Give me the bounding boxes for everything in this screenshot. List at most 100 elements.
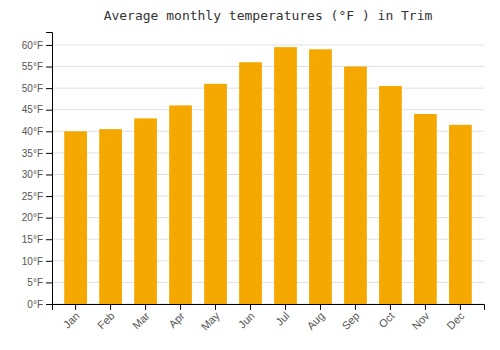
x-tick-label: May — [199, 309, 223, 333]
plot: Jan Feb Mar Apr May Jun Jul Aug Sep Oct Nov Dec 0°F 5… — [22, 33, 485, 333]
y-tick: 0°F — [27, 299, 52, 310]
y-tick-label: 5°F — [27, 277, 43, 288]
x-tick: Sep — [339, 304, 361, 332]
tick-mark — [250, 304, 251, 310]
tick-mark — [215, 304, 216, 310]
grid-line — [52, 88, 484, 89]
y-tick-label: 30°F — [22, 169, 43, 180]
x-tick-label: Jun — [236, 310, 257, 331]
tick-mark — [145, 304, 146, 310]
y-tick: 50°F — [22, 83, 52, 94]
tick-mark — [425, 304, 426, 310]
y-tick: 15°F — [22, 234, 52, 245]
bar — [449, 125, 472, 304]
x-tick: Feb — [95, 304, 117, 331]
y-tick: 30°F — [22, 169, 52, 180]
x-tick: Nov — [409, 304, 432, 332]
tick-mark — [46, 196, 52, 197]
axis-line — [46, 33, 53, 305]
tick-mark — [46, 261, 52, 262]
y-tick-label: 55°F — [22, 61, 43, 72]
y-tick: 5°F — [27, 277, 52, 288]
x-tick-label: Oct — [376, 310, 397, 331]
x-tick: Jun — [236, 304, 257, 331]
y-tick-label: 15°F — [22, 234, 43, 245]
y-tick-label: 60°F — [22, 40, 43, 51]
bar — [204, 84, 227, 304]
x-tick: Mar — [130, 304, 152, 331]
tick-mark — [46, 174, 52, 175]
y-tick: 60°F — [22, 40, 52, 51]
y-tick-label: 10°F — [22, 256, 43, 267]
y-tick: 55°F — [22, 61, 52, 72]
y-tick: 35°F — [22, 148, 52, 159]
y-tick-label: 35°F — [22, 148, 43, 159]
bar — [134, 118, 157, 304]
tick-mark — [46, 131, 52, 132]
bar — [309, 49, 332, 304]
bar — [274, 47, 297, 304]
tick-mark — [320, 304, 321, 310]
y-tick: 20°F — [22, 212, 52, 223]
x-axis: Jan Feb Mar Apr May Jun Jul Aug Sep Oct Nov Dec — [53, 304, 485, 333]
y-axis: 0°F 5°F 10°F 15°F 20°F 25°F 30°F 35°F 40°F 45°F 50… — [22, 33, 53, 310]
x-tick: Jan — [61, 304, 82, 331]
tick-mark — [75, 304, 76, 310]
tick-mark — [46, 239, 52, 240]
x-tick: May — [199, 304, 223, 333]
x-tick-label: Mar — [130, 309, 152, 331]
title: Average monthly temperatures (°F ) in Tr… — [104, 8, 433, 23]
tick-mark — [46, 218, 52, 219]
tick-mark — [390, 304, 391, 310]
x-tick-label: Apr — [166, 309, 187, 330]
x-tick-label: Jan — [61, 310, 82, 331]
x-tick-label: Aug — [304, 310, 326, 332]
bar — [64, 131, 87, 304]
tick-mark — [46, 304, 52, 305]
tick-mark — [46, 110, 52, 111]
y-tick: 45°F — [22, 104, 52, 115]
y-tick-label: 40°F — [22, 126, 43, 137]
x-tick: Oct — [376, 304, 397, 330]
tick-mark — [46, 282, 52, 283]
x-tick-label: Sep — [339, 310, 361, 332]
grid-line — [52, 66, 484, 67]
bar — [379, 86, 402, 304]
y-tick: 10°F — [22, 256, 52, 267]
bars — [64, 47, 472, 304]
bar — [169, 105, 192, 304]
y-tick: 40°F — [22, 126, 52, 137]
bar — [99, 129, 122, 304]
y-tick-label: 50°F — [22, 83, 43, 94]
grid-line — [52, 44, 484, 45]
tick-mark — [46, 153, 52, 154]
x-tick-label: Nov — [409, 309, 432, 332]
tick-mark — [355, 304, 356, 310]
tick-mark — [460, 304, 461, 310]
grid-line — [52, 109, 484, 110]
x-tick-label: Jul — [273, 310, 291, 328]
bar — [344, 67, 367, 304]
tick-mark — [46, 88, 52, 89]
x-tick: Apr — [166, 304, 187, 330]
tick-mark — [46, 45, 52, 46]
chart: Jan Feb Mar Apr May Jun Jul Aug Sep Oct Nov Dec 0°F 5… — [0, 0, 500, 350]
bar — [414, 114, 437, 304]
axis-line — [53, 305, 485, 311]
grid — [52, 45, 484, 304]
y-tick: 25°F — [22, 191, 52, 202]
tick-mark — [46, 67, 52, 68]
y-tick-label: 25°F — [22, 191, 43, 202]
x-tick: Aug — [304, 304, 326, 332]
y-tick-label: 20°F — [22, 212, 43, 223]
tick-mark — [110, 304, 111, 310]
tick-mark — [285, 304, 286, 310]
x-tick-label: Feb — [95, 310, 117, 332]
x-tick: Jul — [273, 304, 291, 328]
x-tick-label: Dec — [444, 309, 467, 332]
y-tick-label: 0°F — [27, 299, 43, 310]
tick-mark — [180, 304, 181, 310]
x-tick: Dec — [444, 304, 467, 332]
y-tick-label: 45°F — [22, 104, 43, 115]
bar — [239, 62, 262, 304]
